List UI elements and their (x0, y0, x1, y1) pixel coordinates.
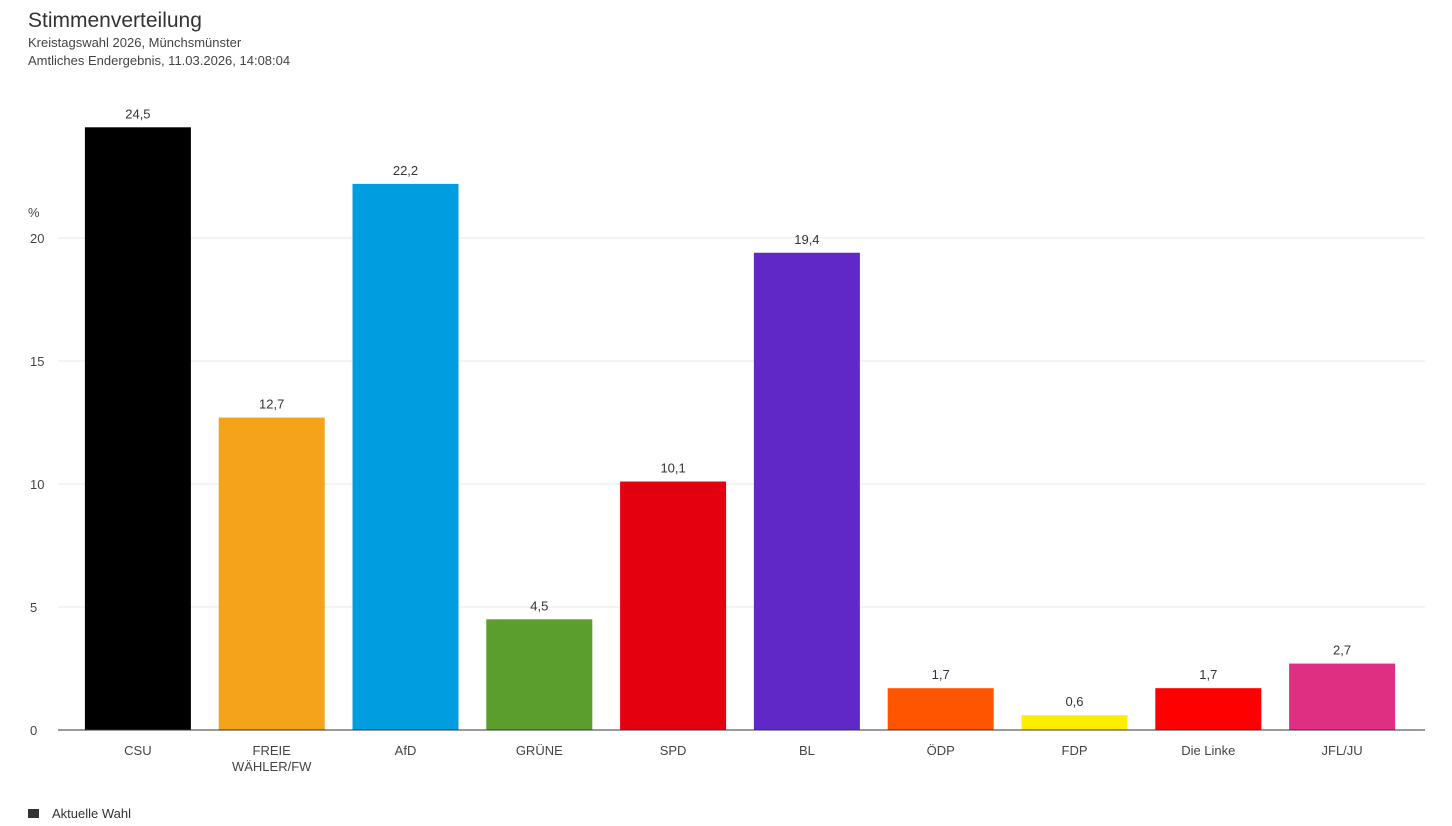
x-tick-label: AfD (395, 743, 417, 758)
x-tick-label: SPD (660, 743, 687, 758)
x-tick-label: ÖDP (927, 743, 955, 758)
chart-subtitle-election: Kreistagswahl 2026, Münchsmünster (28, 35, 242, 50)
bar-value-label: 0,6 (1065, 694, 1083, 709)
x-tick-label: BL (799, 743, 815, 758)
x-tick-label: GRÜNE (516, 743, 563, 758)
x-tick-label: CSU (124, 743, 151, 758)
bar-value-label: 12,7 (259, 397, 284, 412)
bar (1021, 715, 1128, 730)
bar-value-label: 19,4 (794, 232, 819, 247)
bar (1289, 663, 1396, 730)
x-tick-label: JFL/JU (1322, 743, 1363, 758)
x-tick-label: FREIE (253, 743, 292, 758)
x-tick-label: WÄHLER/FW (232, 759, 312, 774)
chart-subtitle-result: Amtliches Endergebnis, 11.03.2026, 14:08… (28, 53, 291, 68)
bar-value-label: 1,7 (1199, 667, 1217, 682)
bar-value-label: 24,5 (125, 106, 150, 121)
x-tick-label: Die Linke (1181, 743, 1235, 758)
bar (620, 481, 727, 730)
bar (84, 127, 191, 731)
legend-swatch (28, 809, 39, 818)
y-tick-label: 0 (30, 723, 37, 738)
chart-title: Stimmenverteilung (28, 9, 202, 32)
legend: Aktuelle Wahl (28, 806, 131, 821)
bar-value-label: 4,5 (530, 598, 548, 613)
y-tick-label: 5 (30, 600, 37, 615)
legend-label: Aktuelle Wahl (52, 806, 131, 821)
bar (1155, 688, 1262, 730)
bar-value-label: 2,7 (1333, 643, 1351, 658)
chart-header: Stimmenverteilung Kreistagswahl 2026, Mü… (28, 8, 290, 70)
bar (218, 417, 325, 730)
bar (887, 688, 994, 730)
y-tick-label: 20 (30, 231, 44, 246)
bar-value-label: 10,1 (660, 461, 685, 476)
y-tick-label: 10 (30, 477, 44, 492)
bar (486, 619, 593, 730)
y-axis-label: % (28, 205, 40, 220)
bar (352, 183, 459, 730)
bar (753, 252, 860, 730)
x-tick-label: FDP (1062, 743, 1088, 758)
y-tick-label: 15 (30, 354, 44, 369)
bar-value-label: 22,2 (393, 163, 418, 178)
bar-value-label: 1,7 (932, 667, 950, 682)
